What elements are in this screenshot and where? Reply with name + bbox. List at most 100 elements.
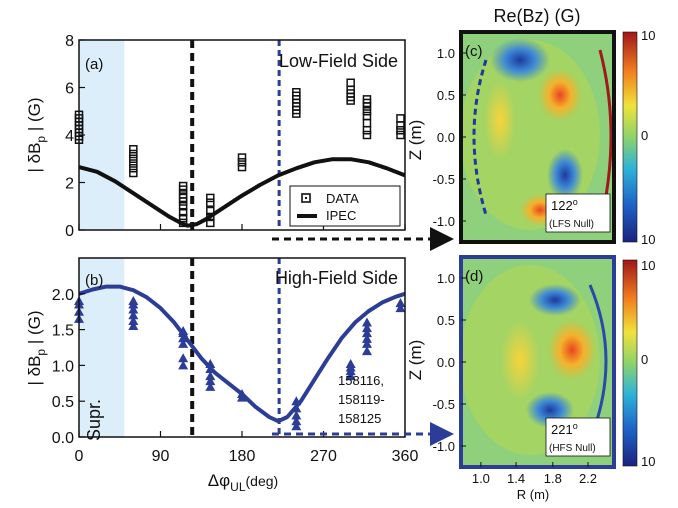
- data-point-b: [178, 338, 189, 348]
- map-d-note: (HFS Null): [549, 443, 596, 454]
- shot-line-3: 158125: [338, 411, 381, 426]
- ylabel-a: | δBp | (G): [25, 97, 48, 172]
- data-point-a: [362, 118, 372, 128]
- data-point-a: [396, 121, 405, 130]
- panel-label-b: (b): [85, 272, 103, 289]
- colorbar-c-bar: [622, 31, 638, 243]
- ytick-label-a: 6: [65, 81, 74, 98]
- data-point-b: [395, 298, 406, 308]
- map-xtick-label: 1.8: [544, 471, 562, 486]
- data-point-a: [237, 153, 247, 162]
- colorbar-d-mid: 0: [641, 352, 648, 367]
- data-point-b: [361, 323, 372, 333]
- xlabel-sub: UL: [230, 480, 246, 494]
- data-point-a: [178, 213, 188, 223]
- map-ytick-label: 0.5: [437, 88, 455, 103]
- map-c-blob-3: [547, 149, 583, 201]
- map-d-angle: 221o: [551, 421, 578, 437]
- colorbar-d-bottom: 10: [641, 454, 655, 469]
- ylabel-b: | δBp | (G): [25, 310, 48, 385]
- map-c-note-box: [545, 193, 611, 233]
- side-label-b: High-Field Side: [275, 268, 398, 288]
- data-point-a: [129, 159, 138, 168]
- data-point-b: [128, 321, 139, 331]
- xticks-b: 0 90 180 270 360: [75, 431, 418, 465]
- legend-data-marker: [301, 193, 311, 203]
- data-point-a: [178, 190, 188, 199]
- data-point-b: [291, 416, 302, 426]
- data-point-a: [129, 145, 138, 154]
- data-point-b: [345, 358, 356, 368]
- ipec-line-a: [78, 157, 406, 228]
- data-point-a: [206, 193, 215, 203]
- colorbar-d: 10 0 10: [622, 258, 655, 469]
- map-c-yticks: 1.0 0.5 0.0 -0.5 -1.0: [433, 46, 466, 229]
- data-point-b: [361, 333, 372, 343]
- map-c-blob-2: [538, 69, 582, 121]
- data-point-a: [206, 218, 215, 228]
- map-ytick-label: 1.0: [437, 271, 455, 286]
- data-point-a: [396, 114, 405, 123]
- xtick-label-b: 270: [310, 448, 337, 465]
- data-point-a: [362, 130, 372, 140]
- map-ytick-label: -0.5: [433, 172, 455, 187]
- ylabel-sub-b: p: [34, 349, 48, 356]
- map-d-blob-1: [548, 320, 596, 380]
- panel-label-a: (a): [85, 56, 103, 73]
- xlabel-b: ΔφUL(deg): [208, 471, 278, 494]
- map-ytick-label: -1.0: [433, 439, 455, 454]
- map-ytick-label: 0.0: [437, 130, 455, 145]
- legend-a: DATA IPEC: [289, 185, 401, 227]
- data-point-b: [291, 421, 302, 431]
- data-point-a: [178, 207, 188, 217]
- supr-label: Supr.: [84, 399, 104, 441]
- data-point-b: [128, 304, 139, 314]
- map-c-blob-5: [484, 80, 516, 160]
- suppression-shading-a: [79, 40, 125, 230]
- xlabel-main: Δφ: [208, 471, 230, 490]
- side-label-a: Low-Field Side: [279, 51, 398, 71]
- colorbar-d-top: 10: [641, 258, 655, 273]
- legend-data-label: DATA: [326, 191, 359, 206]
- colorbar-d-bar: [622, 259, 638, 467]
- plot-b-series: [74, 284, 406, 431]
- colorbar-c-mid: 0: [641, 128, 648, 143]
- data-point-b: [178, 360, 189, 370]
- map-c-degree: o: [573, 197, 578, 207]
- data-point-a: [129, 154, 138, 163]
- map-d-degree: o: [573, 421, 578, 431]
- data-point-a: [346, 78, 355, 87]
- map-ytick-label: -0.5: [433, 397, 455, 412]
- data-point-b: [178, 353, 189, 363]
- map-d-ylabel: Z (m): [406, 340, 425, 381]
- xtick-label-b: 180: [229, 448, 256, 465]
- legend-data-dot: [305, 197, 307, 199]
- ylabel-main-a: | δB: [25, 143, 44, 173]
- data-point-a: [178, 181, 188, 191]
- data-point-a: [178, 202, 188, 211]
- shot-line-2: 158119-: [338, 392, 385, 407]
- ylabel-end-a: | (G): [25, 97, 44, 135]
- map-ytick-label: 0.0: [437, 355, 455, 370]
- map-d-xlabel: R (m): [517, 487, 550, 502]
- colorbar-c-bottom: 10: [641, 232, 655, 247]
- data-point-b: [345, 371, 356, 381]
- map-d-xticks: 1.0 1.4 1.8 2.2: [472, 462, 597, 486]
- xtick-label-b: 0: [75, 448, 84, 465]
- ytick-label-a: 2: [65, 176, 74, 193]
- data-point-b: [205, 381, 216, 391]
- data-point-a: [396, 126, 405, 135]
- data-point-a: [362, 107, 372, 116]
- panel-b-hfs: 0.0 0.5 1.0 1.5 2.0 0 90 180 270 360 (b) High-Fi…: [25, 257, 418, 494]
- map-title: Re(Bz) (G): [494, 6, 581, 26]
- data-point-b: [128, 295, 139, 305]
- map-xtick-label: 1.0: [472, 471, 490, 486]
- xlabel-end: (deg): [246, 473, 279, 489]
- map-d: (d) 221o (HFS Null) 1.0 0.5 0.0 -0.5 -1.0 1.…: [406, 255, 616, 502]
- ytick-label-a: 0: [65, 223, 74, 240]
- data-point-a: [237, 162, 247, 172]
- yticks-a: 0 2 4 6 8: [65, 33, 406, 240]
- ytick-label-a: 8: [65, 33, 74, 50]
- ylabel-end-b: | (G): [25, 310, 44, 348]
